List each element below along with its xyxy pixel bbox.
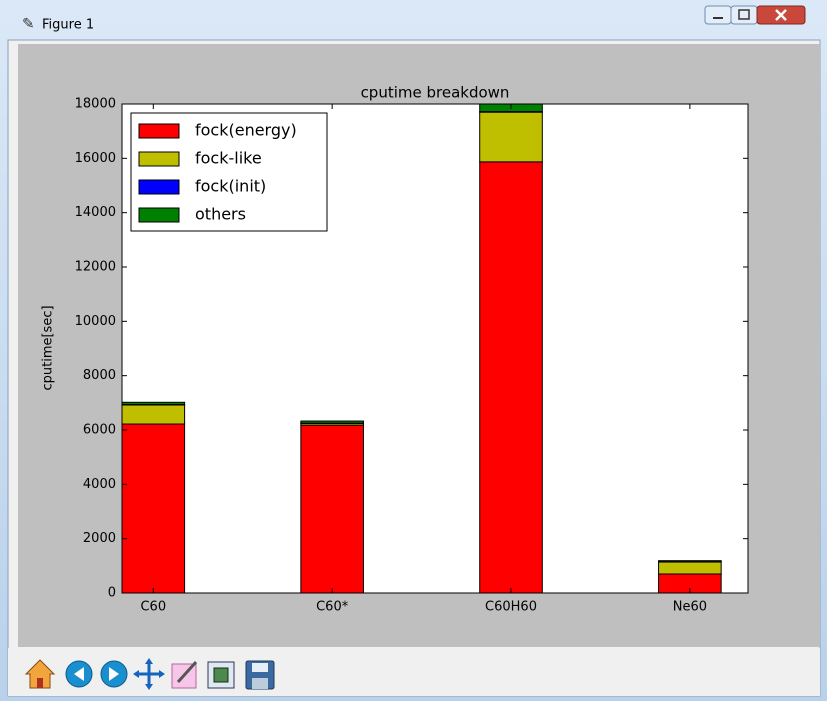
back-button[interactable] [66,661,92,687]
legend-swatch [139,152,179,166]
legend-swatch [139,124,179,138]
y-tick-label: 10000 [75,314,116,329]
legend-label: fock(init) [195,177,266,196]
x-tick-label: Ne60 [673,600,707,615]
forward-button[interactable] [101,661,127,687]
minimize-button[interactable] [705,6,731,24]
y-tick-label: 12000 [75,260,116,275]
maximize-button[interactable] [731,6,757,24]
legend: fock(energy) fock-like fock(init) others [131,113,327,231]
bar-segment [122,402,185,404]
legend-label: fock-like [195,149,262,168]
y-tick-label: 6000 [83,423,116,438]
save-button[interactable] [246,661,274,689]
y-tick-label: 0 [108,586,116,601]
bar-segment [301,425,364,593]
toolbar [8,648,820,696]
zoom-button[interactable] [208,662,234,688]
x-tick-label: C60* [316,600,349,615]
y-tick-label: 16000 [75,151,116,166]
bar-segment [122,405,185,424]
bar-segment [480,162,543,593]
y-tick-label: 4000 [83,477,116,492]
legend-swatch [139,208,179,222]
y-tick-label: 2000 [83,531,116,546]
y-tick-label: 8000 [83,368,116,383]
window-buttons[interactable] [705,6,805,24]
legend-swatch [139,180,179,194]
bar-segment [301,421,364,423]
bar-segment [659,562,722,574]
window-title: Figure 1 [42,18,94,33]
y-tick-label: 14000 [75,205,116,220]
y-tick-label: 18000 [75,97,116,112]
chart-title: cputime breakdown [361,84,510,102]
legend-label: fock(energy) [195,121,297,140]
subplots-button[interactable] [172,662,196,688]
bar-segment [122,424,185,593]
window-icon: ✎ [22,15,35,33]
y-axis-label: cputime[sec] [41,305,56,390]
bar-segment [480,112,543,162]
legend-label: others [195,205,246,224]
bar-segment [659,561,722,562]
x-tick-label: C60 [140,600,166,615]
x-tick-label: C60H60 [485,600,537,615]
